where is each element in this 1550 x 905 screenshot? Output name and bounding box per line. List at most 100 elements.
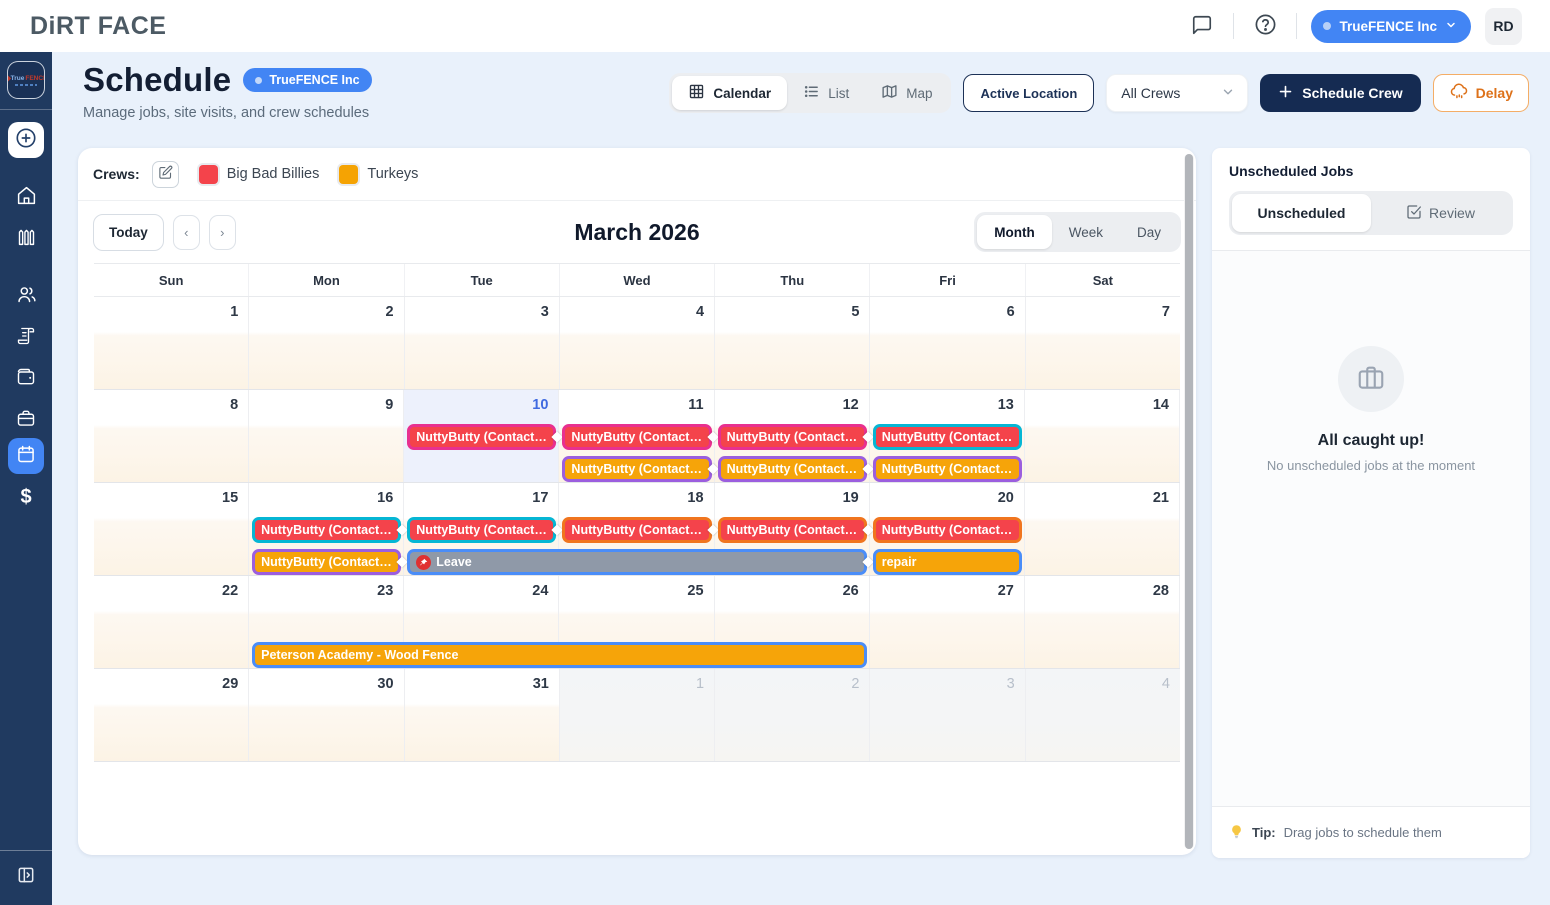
day-cell[interactable]: 2 <box>249 297 405 389</box>
sidebar-item-jobs[interactable] <box>8 402 44 438</box>
day-cell[interactable]: 21 <box>1024 483 1180 575</box>
home-icon <box>16 185 37 211</box>
sidebar-item-team[interactable] <box>8 279 44 315</box>
sidebar-item-finance[interactable]: $ <box>8 479 44 515</box>
mode-day[interactable]: Day <box>1120 215 1178 249</box>
tab-list[interactable]: List <box>787 76 865 110</box>
calendar-event[interactable]: NuttyButty (Contact: … <box>252 517 408 543</box>
sidebar-item-fences[interactable] <box>8 221 44 257</box>
chat-button[interactable] <box>1185 9 1219 43</box>
org-switcher-button[interactable]: TrueFENCE Inc <box>1311 9 1471 43</box>
calendar-week-row: 8 9 10 11 12 13 14 NuttyButty (Contact: … NuttyB… <box>94 390 1180 483</box>
day-cell[interactable]: 28 <box>1024 576 1180 668</box>
day-cell[interactable]: 29 <box>94 669 250 761</box>
sidebar-item-home[interactable] <box>8 180 44 216</box>
date-number: 3 <box>540 304 549 320</box>
day-cell[interactable]: 7 <box>1025 297 1180 389</box>
users-icon <box>16 284 37 310</box>
page-subtitle: Manage jobs, site visits, and crew sched… <box>83 105 370 121</box>
date-number: 26 <box>842 583 859 599</box>
sidebar-org-logo[interactable]: TrueFENCE <box>7 61 45 99</box>
day-cell[interactable]: 3 <box>404 297 560 389</box>
calendar-event[interactable]: NuttyButty (Contact: … <box>717 456 874 482</box>
calendar-event[interactable]: NuttyButty (Contact: … <box>872 517 1022 543</box>
date-number: 16 <box>377 490 394 506</box>
sidebar-item-wallet[interactable] <box>8 361 44 397</box>
dollar-icon: $ <box>20 485 32 508</box>
tab-calendar[interactable]: Calendar <box>672 76 788 110</box>
delay-button[interactable]: Delay <box>1432 74 1529 112</box>
tab-calendar-label: Calendar <box>713 85 772 101</box>
date-number: 6 <box>1006 304 1015 320</box>
calendar-event[interactable]: NuttyButty (Contact: … <box>562 517 719 543</box>
calendar-event[interactable]: NuttyButty (Contact: … <box>717 424 874 450</box>
help-button[interactable] <box>1248 9 1282 43</box>
calendar-event[interactable]: NuttyButty (Contact: … <box>872 424 1022 450</box>
calendar-event[interactable]: NuttyButty (Contact: … <box>562 456 719 482</box>
calendar-scrollbar-thumb[interactable] <box>1185 154 1193 849</box>
calendar-week-row: 22 23 24 25 26 27 28 Peterson Academy - Wood Fe… <box>94 576 1180 669</box>
page-header: Schedule TrueFENCE Inc Manage jobs, site… <box>52 52 1550 148</box>
day-cell[interactable]: 1 <box>94 297 250 389</box>
sidebar-item-quotes[interactable] <box>8 320 44 356</box>
day-cell[interactable]: 4 <box>1025 669 1180 761</box>
sidebar-collapse-button[interactable] <box>8 859 44 895</box>
calendar-event[interactable]: NuttyButty (Contact: … <box>407 424 564 450</box>
panel-body: All caught up! No unscheduled jobs at th… <box>1212 250 1530 806</box>
date-number: 19 <box>842 490 859 506</box>
calendar-event[interactable]: NuttyButty (Contact: … <box>562 424 719 450</box>
date-number: 12 <box>842 397 859 413</box>
day-header: Tue <box>405 264 560 296</box>
day-cell[interactable]: 22 <box>94 576 250 668</box>
date-number: 4 <box>1161 676 1170 692</box>
day-header: Fri <box>870 264 1026 296</box>
day-cell[interactable]: 30 <box>249 669 405 761</box>
day-cell[interactable]: 31 <box>404 669 560 761</box>
prev-month-button[interactable]: ‹ <box>172 214 200 250</box>
day-cell[interactable]: 5 <box>715 297 871 389</box>
event-label: NuttyButty (Contact: … <box>726 523 858 537</box>
mode-week[interactable]: Week <box>1052 215 1120 249</box>
edit-crews-button[interactable] <box>151 160 179 188</box>
calendar-event[interactable]: Peterson Academy - Wood Fence <box>252 642 867 668</box>
calendar-event[interactable]: Leave <box>407 549 874 575</box>
today-button[interactable]: Today <box>93 213 164 251</box>
calendar-icon <box>16 444 36 469</box>
day-cell[interactable]: 2 <box>715 669 871 761</box>
sidebar-item-create[interactable] <box>8 122 44 158</box>
date-number: 21 <box>1152 490 1169 506</box>
event-label: NuttyButty (Contact: … <box>261 523 393 537</box>
mode-month[interactable]: Month <box>977 215 1052 249</box>
crew-filter-select[interactable]: All Crews <box>1106 74 1249 112</box>
tab-map[interactable]: Map <box>865 76 948 110</box>
day-cell[interactable]: 14 <box>1024 390 1180 482</box>
day-cell[interactable]: 3 <box>870 669 1026 761</box>
sidebar-item-schedule[interactable] <box>8 438 44 474</box>
calendar-event[interactable]: NuttyButty (Contact: … <box>407 517 564 543</box>
calendar-event[interactable]: repair <box>872 549 1022 575</box>
day-cell[interactable]: 15 <box>94 483 250 575</box>
schedule-crew-button[interactable]: Schedule Crew <box>1260 74 1421 112</box>
calendar-event[interactable]: NuttyButty (Contact: … <box>872 456 1022 482</box>
panel-title: Unscheduled Jobs <box>1229 163 1354 179</box>
tab-review[interactable]: Review <box>1371 194 1510 232</box>
user-avatar[interactable]: RD <box>1485 7 1522 45</box>
event-label: NuttyButty (Contact: … <box>571 430 703 444</box>
next-month-button[interactable]: › <box>208 214 236 250</box>
day-cell[interactable]: 4 <box>559 297 716 389</box>
event-label: NuttyButty (Contact: … <box>726 430 858 444</box>
day-cell[interactable]: 6 <box>870 297 1026 389</box>
calendar-toolbar: Today ‹ › March 2026 Month Week Day <box>78 201 1196 263</box>
day-cell[interactable]: 8 <box>94 390 250 482</box>
scroll-icon <box>16 326 36 351</box>
calendar-event[interactable]: NuttyButty (Contact: … <box>252 549 408 575</box>
tab-unscheduled[interactable]: Unscheduled <box>1232 194 1371 232</box>
day-cell[interactable]: 1 <box>559 669 716 761</box>
calendar-week-row: 29 30 31 1 2 3 4 <box>94 669 1180 762</box>
day-cell[interactable]: 27 <box>869 576 1025 668</box>
delay-label: Delay <box>1475 85 1513 101</box>
calendar-event[interactable]: NuttyButty (Contact: … <box>717 517 874 543</box>
empty-state-subtitle: No unscheduled jobs at the moment <box>1266 458 1476 473</box>
active-location-button[interactable]: Active Location <box>963 74 1095 112</box>
day-cell[interactable]: 9 <box>249 390 405 482</box>
